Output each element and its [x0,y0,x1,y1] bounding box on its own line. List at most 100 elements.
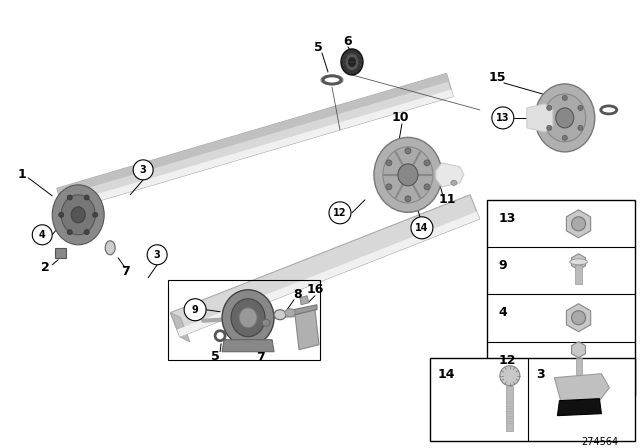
Polygon shape [293,305,317,315]
Polygon shape [436,163,464,187]
Polygon shape [57,73,453,211]
Text: 15: 15 [488,71,506,84]
Ellipse shape [61,195,95,235]
Polygon shape [57,73,449,196]
Circle shape [547,105,552,110]
Circle shape [405,148,411,154]
Circle shape [405,196,411,202]
Text: 14: 14 [438,368,456,381]
Ellipse shape [451,181,457,185]
Polygon shape [177,211,479,337]
Circle shape [492,107,514,129]
Text: 9: 9 [192,305,198,315]
Ellipse shape [222,290,274,346]
Ellipse shape [556,108,574,128]
Circle shape [32,225,52,245]
Ellipse shape [341,49,363,75]
Polygon shape [554,374,609,404]
Ellipse shape [231,299,265,337]
Text: 7: 7 [121,265,129,278]
Circle shape [84,230,89,235]
Circle shape [59,212,64,217]
Circle shape [572,217,586,231]
Text: 2: 2 [41,261,50,274]
Ellipse shape [544,94,586,142]
Polygon shape [506,386,513,431]
Circle shape [572,311,586,325]
Text: 274564: 274564 [581,437,618,447]
Polygon shape [170,313,190,342]
Polygon shape [300,296,309,305]
Circle shape [67,230,72,235]
Circle shape [578,125,583,130]
Ellipse shape [345,53,359,71]
Ellipse shape [274,310,286,320]
Ellipse shape [570,259,588,265]
Text: 13: 13 [499,212,516,225]
Polygon shape [575,358,582,388]
Circle shape [500,366,520,386]
Polygon shape [61,90,453,211]
Circle shape [386,160,392,166]
Circle shape [563,95,567,100]
Polygon shape [55,248,66,258]
Text: 12: 12 [333,208,347,218]
Text: 12: 12 [499,354,516,367]
Circle shape [184,299,206,321]
Ellipse shape [383,147,433,203]
Text: 1: 1 [18,168,27,181]
Ellipse shape [52,185,104,245]
Circle shape [424,160,430,166]
Circle shape [578,105,583,110]
Circle shape [329,202,351,224]
Text: 3: 3 [154,250,161,260]
Circle shape [147,245,167,265]
Circle shape [547,125,552,130]
Ellipse shape [535,84,595,152]
Text: 7: 7 [255,351,264,364]
Circle shape [386,184,392,190]
Polygon shape [566,304,591,332]
Polygon shape [170,195,479,337]
Circle shape [424,184,430,190]
Circle shape [84,195,89,200]
Ellipse shape [443,176,453,184]
Text: 3: 3 [140,165,147,175]
Ellipse shape [105,241,115,255]
Text: 6: 6 [344,35,352,48]
Polygon shape [295,310,319,350]
Circle shape [67,195,72,200]
Ellipse shape [374,138,442,212]
Ellipse shape [262,319,270,326]
Ellipse shape [71,207,85,223]
Text: 14: 14 [415,223,429,233]
Circle shape [133,160,153,180]
Bar [430,358,635,441]
Ellipse shape [398,164,418,186]
Ellipse shape [348,57,355,66]
Text: 4: 4 [39,230,45,240]
Text: 10: 10 [391,112,409,125]
Ellipse shape [285,309,295,317]
Text: 5: 5 [314,42,323,55]
Text: 11: 11 [438,194,456,207]
Bar [487,200,635,395]
Text: 4: 4 [499,306,508,319]
Text: 13: 13 [496,113,509,123]
Polygon shape [527,104,553,132]
Circle shape [563,135,567,140]
Ellipse shape [239,308,257,328]
Polygon shape [572,342,586,358]
Text: 9: 9 [499,259,508,272]
Polygon shape [557,399,602,416]
Polygon shape [222,340,274,352]
Polygon shape [566,210,591,238]
Text: 5: 5 [211,350,220,363]
Text: 3: 3 [536,368,545,381]
Text: 16: 16 [307,283,324,296]
Circle shape [93,212,98,217]
Polygon shape [572,254,586,270]
Circle shape [411,217,433,239]
Polygon shape [575,265,582,284]
Text: 8: 8 [294,288,302,301]
